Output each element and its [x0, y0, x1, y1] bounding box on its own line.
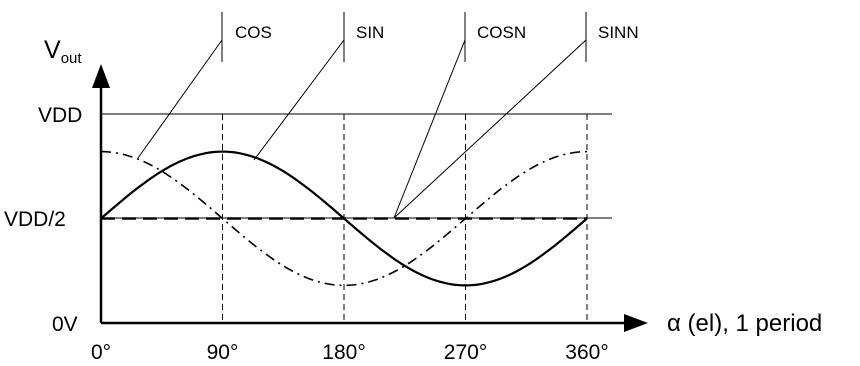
y-tick-vdd-half: VDD/2 [4, 208, 66, 231]
cos-leader [137, 39, 223, 159]
x-tick-label: 360° [565, 341, 608, 364]
x-tick-label: 0° [91, 341, 111, 364]
y-tick-vdd: VDD [38, 104, 82, 127]
x-axis-title: α (el), 1 period [667, 310, 822, 337]
x-tick-label: 180° [322, 341, 365, 364]
y-axis-title: Vout [44, 36, 82, 67]
callouts: COS SIN COSN SINN [137, 12, 639, 219]
cosn-leader [393, 39, 466, 219]
sinn-leader [393, 39, 587, 219]
x-tick-labels: 0° 90° 180° 270° 360° [91, 341, 609, 364]
y-axis-title-sub: out [61, 50, 83, 67]
cos-label: COS [235, 23, 272, 42]
x-tick-label: 270° [444, 341, 487, 364]
x-axis-arrow [624, 314, 648, 332]
series-group [100, 150, 588, 287]
sin-label: SIN [356, 23, 384, 42]
cosn-label: COSN [477, 23, 526, 42]
y-axis-title-main: V [44, 36, 61, 64]
y-tick-0v: 0V [52, 313, 78, 336]
series-cos-line [100, 150, 588, 287]
sin-leader [253, 39, 345, 161]
y-axis-arrow [92, 64, 110, 88]
sinn-label: SINN [598, 23, 639, 42]
x-tick-label: 90° [207, 341, 239, 364]
